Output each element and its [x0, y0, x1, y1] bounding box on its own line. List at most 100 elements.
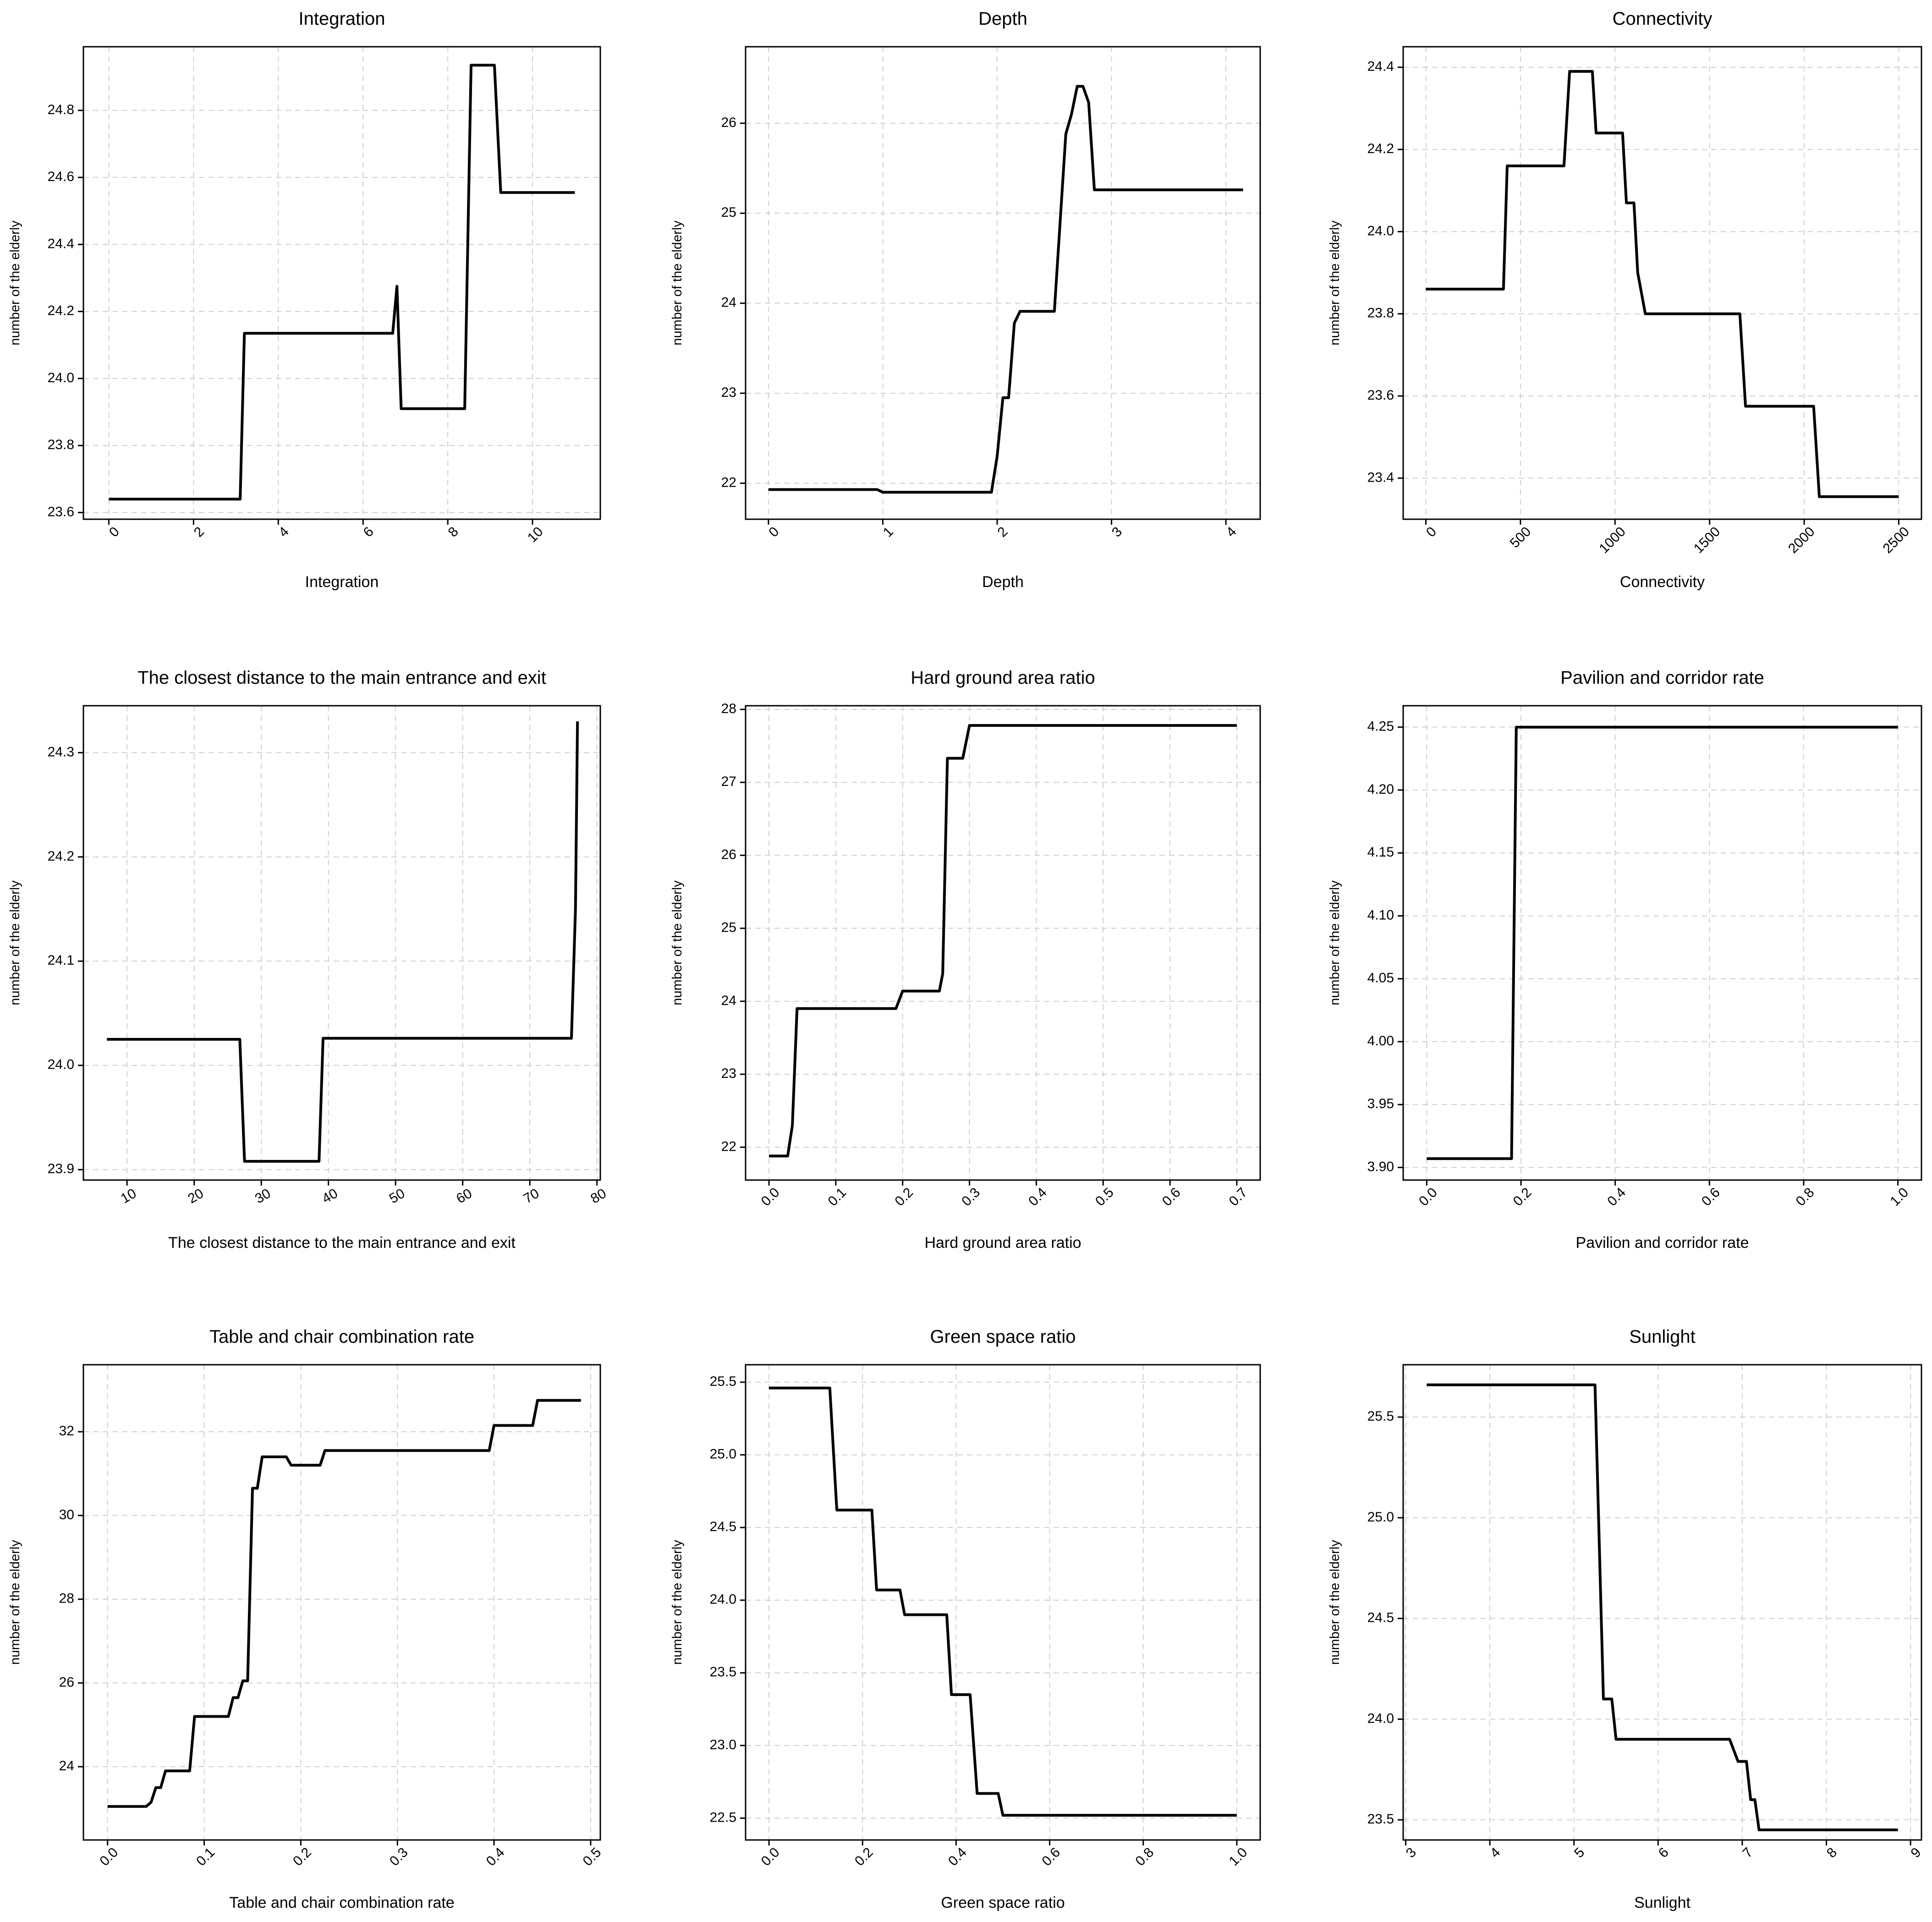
chart-title: The closest distance to the main entranc…: [137, 668, 546, 688]
y-tick-label: 23.8: [48, 437, 74, 452]
series-line: [1427, 1383, 1898, 1831]
y-tick-label: 4.00: [1367, 1033, 1394, 1049]
x-tick-label: 0: [1423, 524, 1439, 540]
y-tick-label: 24: [59, 1758, 74, 1774]
series-line: [107, 721, 579, 1163]
x-tick-label: 2: [994, 524, 1010, 540]
y-axis-label: number of the elderly: [670, 880, 685, 1005]
series-line: [107, 1399, 581, 1808]
x-tick-label: 0.6: [1039, 1845, 1063, 1869]
x-tick-label: 10: [525, 524, 546, 545]
y-tick-label: 23: [721, 385, 736, 400]
x-axis-label: Integration: [305, 573, 379, 591]
x-tick-label: 1.0: [1887, 1185, 1911, 1209]
x-tick-label: 1000: [1596, 524, 1629, 556]
x-tick-label: 0.4: [1604, 1185, 1629, 1209]
chart-title: Sunlight: [1629, 1327, 1696, 1347]
y-tick-label: 32: [59, 1423, 74, 1439]
x-tick-label: 8: [445, 524, 461, 540]
y-axis-label: number of the elderly: [8, 880, 22, 1005]
y-tick-label: 25: [721, 920, 736, 935]
y-axis-label: number of the elderly: [8, 1540, 22, 1665]
x-tick-label: 0.2: [1510, 1185, 1535, 1209]
y-tick-label: 24.8: [48, 102, 74, 117]
y-tick-label: 24.3: [48, 744, 74, 759]
y-tick-label: 25.0: [710, 1447, 736, 1462]
y-tick-label: 23.5: [710, 1664, 736, 1680]
y-tick-label: 24.0: [1367, 223, 1394, 238]
y-tick-label: 24.2: [48, 849, 74, 864]
chart-panel-5: 0.0 0.1 0.2 0.3 0.4 0.5 0.6 0.7 22 23 24 25 26 27 28 Ha…: [670, 668, 1261, 1252]
y-tick-label: 22: [721, 1139, 736, 1154]
series-line: [768, 85, 1243, 494]
y-tick-label: 28: [59, 1591, 74, 1606]
x-tick-label: 4: [1224, 524, 1240, 540]
y-axis-label: number of the elderly: [670, 220, 685, 346]
x-tick-label: 2000: [1785, 524, 1818, 556]
y-tick-label: 24.6: [48, 169, 74, 184]
chart-title: Pavilion and corridor rate: [1560, 668, 1764, 688]
x-tick-label: 0.4: [483, 1845, 508, 1869]
x-axis-label: Depth: [982, 573, 1024, 591]
y-tick-label: 4.10: [1367, 907, 1394, 923]
y-tick-label: 4.25: [1367, 719, 1394, 734]
x-tick-label: 1.0: [1226, 1845, 1251, 1869]
series-line: [1427, 725, 1898, 1160]
y-tick-label: 24.2: [1367, 141, 1394, 156]
y-tick-label: 22.5: [710, 1810, 736, 1825]
y-tick-label: 24.0: [710, 1592, 736, 1607]
y-tick-label: 24: [721, 993, 736, 1008]
y-tick-label: 26: [721, 115, 736, 130]
y-tick-label: 24.5: [1367, 1610, 1394, 1625]
x-tick-label: 0.1: [193, 1845, 218, 1869]
x-tick-label: 40: [319, 1186, 340, 1206]
chart-panel-6: 0.0 0.2 0.4 0.6 0.8 1.0 3.90 3.95 4.00 4.05 4.10 4.…: [1328, 668, 1922, 1252]
y-tick-label: 24.1: [48, 953, 74, 968]
chart-panel-1: 0 2 4 6 8 10 23.6 23.8 24.0 24.2 24.4 24.6 24.8 Integ…: [8, 9, 601, 591]
chart-title: Connectivity: [1613, 9, 1712, 29]
chart-title: Table and chair combination rate: [209, 1327, 474, 1347]
x-tick-label: 0.0: [1416, 1185, 1440, 1209]
x-tick-label: 8: [1824, 1845, 1840, 1861]
plot-frame: [82, 705, 601, 1181]
x-tick-label: 7: [1740, 1845, 1756, 1861]
y-axis-label: number of the elderly: [670, 1540, 685, 1665]
y-tick-label: 23.8: [1367, 306, 1394, 321]
series-line: [769, 724, 1237, 1158]
y-axis-label: number of the elderly: [1328, 1540, 1342, 1665]
x-tick-label: 60: [454, 1186, 474, 1206]
y-tick-label: 23: [721, 1066, 736, 1081]
x-tick-label: 0.0: [97, 1845, 121, 1869]
y-tick-label: 27: [721, 774, 736, 789]
chart-title: Hard ground area ratio: [911, 668, 1095, 688]
x-tick-label: 1500: [1691, 524, 1723, 556]
x-tick-label: 3: [1109, 524, 1125, 540]
x-tick-label: 0.7: [1226, 1185, 1251, 1209]
x-tick-label: 0: [106, 524, 122, 540]
y-tick-label: 24: [721, 295, 736, 310]
y-axis-label: number of the elderly: [1328, 220, 1342, 346]
x-tick-label: 2: [191, 524, 207, 540]
plot-frame: [1402, 1364, 1922, 1841]
x-tick-label: 9: [1908, 1845, 1924, 1861]
x-tick-label: 0.6: [1699, 1185, 1723, 1209]
y-tick-label: 3.90: [1367, 1159, 1394, 1174]
x-tick-label: 0.8: [1132, 1845, 1157, 1869]
y-tick-label: 24.2: [48, 303, 74, 319]
x-tick-label: 80: [588, 1186, 609, 1206]
x-tick-label: 0.8: [1793, 1185, 1817, 1209]
chart-panel-9: 3 4 5 6 7 8 9 23.5 24.0 24.5 25.0 25.5 Sunlight Sunli…: [1328, 1327, 1924, 1911]
x-axis-label: Green space ratio: [941, 1894, 1065, 1911]
x-tick-label: 10: [118, 1186, 139, 1206]
y-tick-label: 24.5: [710, 1519, 736, 1534]
series-line: [769, 1386, 1237, 1817]
y-tick-label: 23.6: [48, 504, 74, 519]
chart-panel-8: 0.0 0.2 0.4 0.6 0.8 1.0 22.5 23.0 23.5 24.0 24.5 25…: [670, 1327, 1261, 1911]
x-tick-label: 0.5: [580, 1845, 604, 1869]
plot-frame: [82, 46, 601, 520]
y-tick-label: 23.0: [710, 1737, 736, 1752]
y-tick-label: 25.5: [710, 1374, 736, 1389]
x-tick-label: 0.6: [1159, 1185, 1184, 1209]
y-tick-label: 4.20: [1367, 782, 1394, 797]
